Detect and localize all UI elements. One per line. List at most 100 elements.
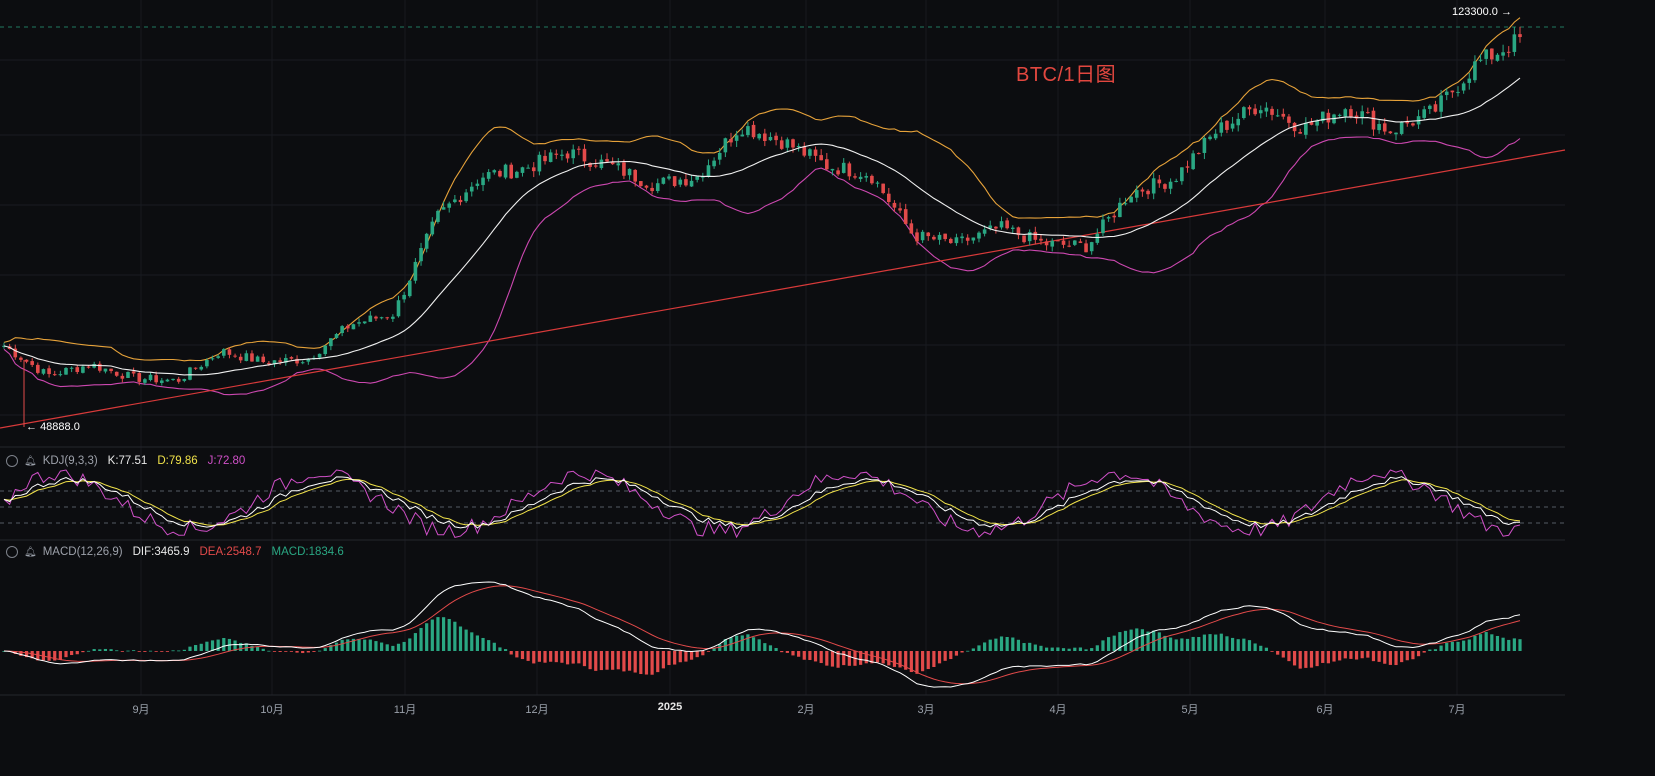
candle-body xyxy=(1473,61,1477,81)
candle-body xyxy=(1174,180,1179,182)
macd-histogram-bar xyxy=(656,651,660,673)
macd-histogram-bar xyxy=(81,651,85,653)
macd-histogram-bar xyxy=(735,635,739,651)
candle-body xyxy=(943,233,947,240)
candle-body xyxy=(734,135,739,141)
candle-body xyxy=(1377,124,1381,131)
candle-body xyxy=(1484,49,1488,59)
candle-body xyxy=(199,366,204,370)
candle-body xyxy=(233,355,237,357)
macd-histogram-bar xyxy=(1433,649,1438,651)
candle-body xyxy=(1394,132,1398,135)
candle-body xyxy=(1428,105,1432,109)
macd-histogram-bar xyxy=(644,651,649,675)
macd-histogram-bar xyxy=(148,650,153,652)
macd-header[interactable]: 🔔︎ MACD(12,26,9) DIF:3465.9 DEA:2548.7 M… xyxy=(6,546,344,558)
candle-body xyxy=(926,232,931,237)
macd-histogram-bar xyxy=(1456,641,1460,651)
macd-histogram-bar xyxy=(904,651,908,670)
macd-histogram-bar xyxy=(678,651,682,663)
macd-histogram-bar xyxy=(391,645,395,651)
candle-body xyxy=(1411,123,1415,126)
candle-body xyxy=(994,226,998,229)
candle-body xyxy=(176,378,181,382)
candle-body xyxy=(582,148,587,162)
candle-body xyxy=(165,379,170,382)
candle-body xyxy=(1219,122,1224,133)
macd-histogram-bar xyxy=(943,651,947,661)
candle-body xyxy=(1106,217,1111,219)
macd-histogram-bar xyxy=(301,651,305,654)
visibility-toggle-icon[interactable] xyxy=(6,455,18,467)
kdj-k-value: K:77.51 xyxy=(107,455,148,467)
macd-histogram-bar xyxy=(143,651,147,652)
candle-body xyxy=(1264,107,1269,112)
candle-body xyxy=(763,133,767,141)
macd-histogram-bar xyxy=(425,623,429,651)
macd-histogram-bar xyxy=(1388,651,1392,665)
candle-body xyxy=(813,149,818,156)
macd-histogram-bar xyxy=(188,646,192,651)
macd-histogram-bar xyxy=(616,651,620,670)
candle-body xyxy=(255,356,260,362)
candle-body xyxy=(238,356,243,361)
candle-body xyxy=(92,364,96,368)
candle-body xyxy=(858,176,863,180)
candle-body xyxy=(1134,190,1139,198)
macd-histogram-bar xyxy=(1056,647,1060,651)
candle-body xyxy=(965,237,970,241)
macd-histogram-bar xyxy=(1304,651,1308,668)
candle-body xyxy=(1180,167,1184,182)
candle-body xyxy=(836,170,840,175)
candle-body xyxy=(216,356,220,358)
macd-histogram-bar xyxy=(120,651,124,652)
candle-body xyxy=(588,162,592,167)
macd-histogram-bar xyxy=(1292,651,1297,666)
alert-bell-icon[interactable]: 🔔︎ xyxy=(24,455,37,467)
candle-body xyxy=(498,170,502,177)
candle-body xyxy=(278,360,282,362)
macd-histogram-bar xyxy=(1354,651,1359,660)
candle-body xyxy=(1506,51,1511,53)
macd-histogram-bar xyxy=(813,651,818,662)
candle-body xyxy=(357,322,361,324)
macd-histogram-bar xyxy=(368,639,372,651)
candle-body xyxy=(351,324,356,330)
kdj-j-value: J:72.80 xyxy=(207,455,246,467)
macd-histogram-bar xyxy=(859,651,863,665)
candle-body xyxy=(712,160,716,167)
macd-histogram-bar xyxy=(64,651,68,658)
alert-bell-icon[interactable]: 🔔︎ xyxy=(24,546,37,558)
candle-body xyxy=(751,124,756,138)
macd-dif-value: DIF:3465.9 xyxy=(132,546,190,558)
macd-histogram-bar xyxy=(554,651,558,663)
macd-histogram-bar xyxy=(363,639,367,651)
visibility-toggle-icon[interactable] xyxy=(6,546,18,558)
macd-histogram-bar xyxy=(1118,632,1122,651)
candle-body xyxy=(1258,110,1263,114)
macd-histogram-bar xyxy=(633,651,637,673)
macd-histogram-bar xyxy=(774,648,778,651)
macd-histogram-bar xyxy=(1163,635,1167,651)
candle-body xyxy=(1033,231,1038,240)
macd-histogram-bar xyxy=(847,651,851,666)
macd-histogram-bar xyxy=(870,651,874,664)
kdj-header[interactable]: 🔔︎ KDJ(9,3,3) K:77.51 D:79.86 J:72.80 xyxy=(6,455,245,467)
candle-body xyxy=(250,353,254,362)
macd-histogram-bar xyxy=(960,651,964,653)
candle-body xyxy=(937,234,942,240)
macd-histogram-bar xyxy=(19,651,23,656)
candle-body xyxy=(729,138,733,143)
macd-histogram-bar xyxy=(746,634,750,651)
macd-histogram-bar xyxy=(1067,648,1071,651)
macd-histogram-bar xyxy=(543,651,547,663)
candle-body xyxy=(329,338,333,347)
macd-histogram-bar xyxy=(1045,647,1049,651)
candle-body xyxy=(577,148,581,150)
macd-histogram-bar xyxy=(611,651,615,670)
candle-body xyxy=(1512,34,1517,52)
arrow-right-icon: → xyxy=(1500,6,1512,18)
macd-histogram-bar xyxy=(763,643,767,651)
